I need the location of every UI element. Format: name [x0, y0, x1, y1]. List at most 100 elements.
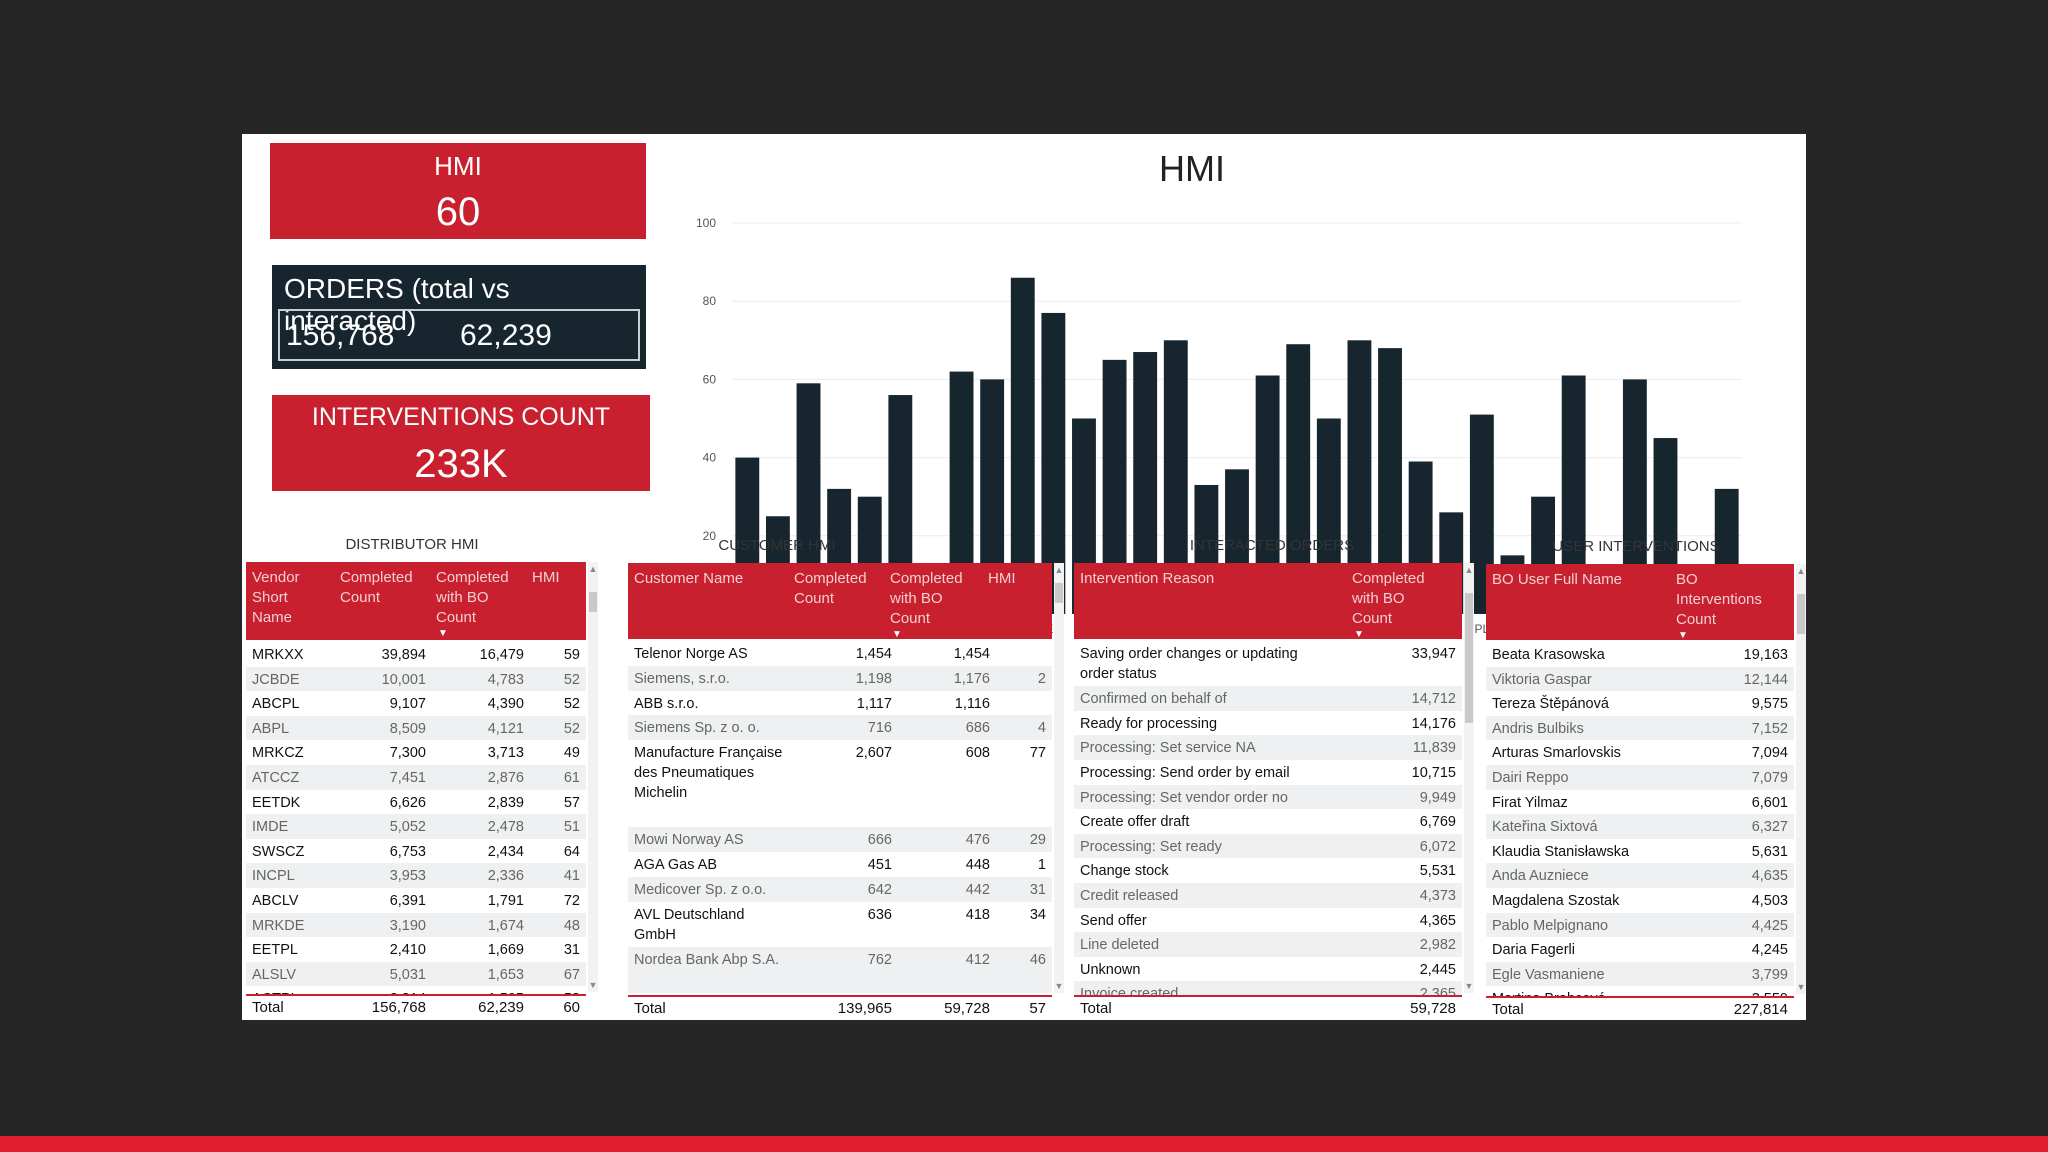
- table-row[interactable]: Daria Fagerli 4,245: [1486, 937, 1794, 962]
- table-row[interactable]: Viktoria Gaspar 12,144: [1486, 666, 1794, 692]
- bar-lv[interactable]: [1378, 348, 1402, 614]
- table-row[interactable]: AVL Deutschland GmbH 636 418 34: [628, 902, 1052, 948]
- users-scrollbar[interactable]: ▲ ▼: [1796, 564, 1806, 994]
- scroll-up-icon[interactable]: ▲: [1054, 565, 1064, 575]
- table-row[interactable]: Manufacture Française des Pneumatiques M…: [628, 740, 1052, 827]
- table-row[interactable]: Arturas Smarlovskis 7,094: [1486, 740, 1794, 765]
- table-row[interactable]: EETDK 6,626 2,839 57: [246, 790, 586, 815]
- col-completed-bo-count[interactable]: Completed with BO Count: [890, 570, 963, 627]
- table-row[interactable]: ALSLV 5,031 1,653 67: [246, 961, 586, 987]
- table-row[interactable]: ATCCZ 7,451 2,876 61: [246, 764, 586, 790]
- interacted-orders-table[interactable]: Intervention Reason Completed with BO Co…: [1074, 563, 1474, 1020]
- table-row[interactable]: Medicover Sp. z o.o. 642 442 31: [628, 876, 1052, 902]
- col-completed-bo-count[interactable]: Completed with BO Count: [1352, 570, 1425, 627]
- bar-fi[interactable]: [1102, 359, 1127, 614]
- table-row[interactable]: Credit released 4,373: [1074, 882, 1462, 908]
- sort-desc-icon[interactable]: ▼: [1354, 629, 1364, 640]
- bar-cz[interactable]: [949, 371, 974, 614]
- scroll-thumb[interactable]: [589, 592, 597, 612]
- table-row[interactable]: Processing: Set vendor order no 9,949: [1074, 784, 1462, 810]
- scroll-thumb[interactable]: [1465, 593, 1473, 723]
- scroll-up-icon[interactable]: ▲: [1796, 566, 1806, 576]
- col-completed-count[interactable]: Completed Count: [794, 570, 867, 607]
- bar-ie[interactable]: [1286, 344, 1311, 614]
- table-row[interactable]: Tereza Štěpánová 9,575: [1486, 691, 1794, 716]
- bar-se[interactable]: [1561, 375, 1586, 614]
- table-row[interactable]: Line deleted 2,982: [1074, 932, 1462, 957]
- col-bo-user-full-name[interactable]: BO User Full Name: [1492, 571, 1623, 588]
- table-row[interactable]: Processing: Send order by email 10,715: [1074, 760, 1462, 785]
- table-row[interactable]: ABCPL 9,107 4,390 52: [246, 691, 586, 716]
- bar-ee[interactable]: [1041, 312, 1066, 614]
- table-row[interactable]: MRKDE 3,190 1,674 48: [246, 912, 586, 938]
- table-row[interactable]: Nordea Bank Abp S.A. 762 412 46: [628, 947, 1052, 993]
- sort-desc-icon[interactable]: ▼: [892, 629, 902, 640]
- distributor-table[interactable]: Vendor Short Name Completed Count Comple…: [246, 562, 598, 1020]
- sort-desc-icon[interactable]: ▼: [438, 628, 448, 639]
- interacted-scrollbar[interactable]: ▲ ▼: [1464, 563, 1474, 993]
- table-row[interactable]: Beata Krasowska 19,163: [1486, 642, 1794, 667]
- table-row[interactable]: INCPL 3,953 2,336 41: [246, 863, 586, 888]
- table-row[interactable]: Ready for processing 14,176: [1074, 711, 1462, 736]
- table-row[interactable]: Dairi Reppo 7,079: [1486, 764, 1794, 790]
- sort-desc-icon[interactable]: ▼: [1678, 630, 1688, 641]
- table-row[interactable]: ABPL 8,509 4,121 52: [246, 715, 586, 741]
- table-row[interactable]: Unknown 2,445: [1074, 957, 1462, 982]
- table-row[interactable]: Siemens, s.r.o. 1,198 1,176 2: [628, 665, 1052, 691]
- orders-card[interactable]: ORDERS (total vs interacted) 156,768 62,…: [272, 265, 646, 369]
- bar-de[interactable]: [980, 379, 1005, 614]
- scroll-down-icon[interactable]: ▼: [1054, 981, 1064, 991]
- table-row[interactable]: Anda Auzniece 4,635: [1486, 863, 1794, 888]
- col-intervention-reason[interactable]: Intervention Reason: [1080, 570, 1215, 587]
- bar-dk[interactable]: [1010, 277, 1035, 614]
- bar-fr[interactable]: [1133, 352, 1158, 614]
- table-row[interactable]: EETPL 2,410 1,669 31: [246, 937, 586, 962]
- table-row[interactable]: MRKXX 39,894 16,479 59: [246, 642, 586, 667]
- table-row[interactable]: Magdalena Szostak 4,503: [1486, 888, 1794, 913]
- col-vendor-short-name[interactable]: Vendor Short Name: [252, 569, 300, 626]
- hmi-card[interactable]: HMI 60: [270, 143, 646, 239]
- scroll-thumb[interactable]: [1797, 594, 1805, 634]
- bar-si[interactable]: [1622, 379, 1647, 614]
- scroll-up-icon[interactable]: ▲: [588, 564, 598, 574]
- col-completed-count[interactable]: Completed Count: [340, 569, 413, 606]
- table-row[interactable]: Processing: Set service NA 11,839: [1074, 735, 1462, 760]
- table-row[interactable]: Siemens Sp. z o. o. 716 686 4: [628, 715, 1052, 741]
- table-row[interactable]: Send offer 4,365: [1074, 908, 1462, 933]
- table-row[interactable]: Processing: Set ready 6,072: [1074, 833, 1462, 859]
- table-row[interactable]: SWSCZ 6,753 2,434 64: [246, 839, 586, 864]
- user-interventions-table[interactable]: BO User Full Name BO Interventions Count…: [1486, 564, 1806, 1020]
- table-row[interactable]: Kateřina Sixtová 6,327: [1486, 814, 1794, 839]
- scroll-down-icon[interactable]: ▼: [1796, 982, 1806, 992]
- table-row[interactable]: Change stock 5,531: [1074, 858, 1462, 883]
- bar-hu[interactable]: [1255, 375, 1280, 614]
- table-row[interactable]: Create offer draft 6,769: [1074, 809, 1462, 834]
- table-row[interactable]: Confirmed on behalf of 14,712: [1074, 686, 1462, 711]
- table-row[interactable]: Andris Bulbiks 7,152: [1486, 715, 1794, 741]
- table-row[interactable]: Egle Vasmaniene 3,799: [1486, 961, 1794, 987]
- table-row[interactable]: ABCLV 6,391 1,791 72: [246, 888, 586, 913]
- table-row[interactable]: Klaudia Stanisławska 5,631: [1486, 839, 1794, 864]
- col-completed-bo-count[interactable]: Completed with BO Count: [436, 569, 509, 626]
- table-row[interactable]: Telenor Norge AS 1,454 1,454: [628, 641, 1052, 666]
- table-row[interactable]: MRKCZ 7,300 3,713 49: [246, 740, 586, 765]
- scroll-up-icon[interactable]: ▲: [1464, 565, 1474, 575]
- scroll-down-icon[interactable]: ▼: [1464, 981, 1474, 991]
- table-row[interactable]: Saving order changes or updating order s…: [1074, 641, 1462, 686]
- bar-gb[interactable]: [1163, 340, 1188, 614]
- table-row[interactable]: IMDE 5,052 2,478 51: [246, 814, 586, 839]
- col-customer-name[interactable]: Customer Name: [634, 570, 744, 587]
- scroll-thumb[interactable]: [1055, 583, 1063, 603]
- bar-ch[interactable]: [888, 395, 913, 614]
- table-row[interactable]: ABB s.r.o. 1,117 1,116: [628, 691, 1052, 716]
- table-row[interactable]: JCBDE 10,001 4,783 52: [246, 666, 586, 692]
- col-bo-interventions-count[interactable]: BO Interventions Count: [1676, 571, 1762, 628]
- bar-be[interactable]: [796, 383, 821, 614]
- scroll-down-icon[interactable]: ▼: [588, 980, 598, 990]
- distributor-scrollbar[interactable]: ▲ ▼: [588, 562, 598, 992]
- table-row[interactable]: Mowi Norway AS 666 476 29: [628, 827, 1052, 853]
- table-row[interactable]: AGA Gas AB 451 448 1: [628, 852, 1052, 877]
- customer-scrollbar[interactable]: ▲ ▼: [1054, 563, 1064, 993]
- table-row[interactable]: Firat Yilmaz 6,601: [1486, 790, 1794, 815]
- interventions-card[interactable]: INTERVENTIONS COUNT 233K: [272, 395, 650, 491]
